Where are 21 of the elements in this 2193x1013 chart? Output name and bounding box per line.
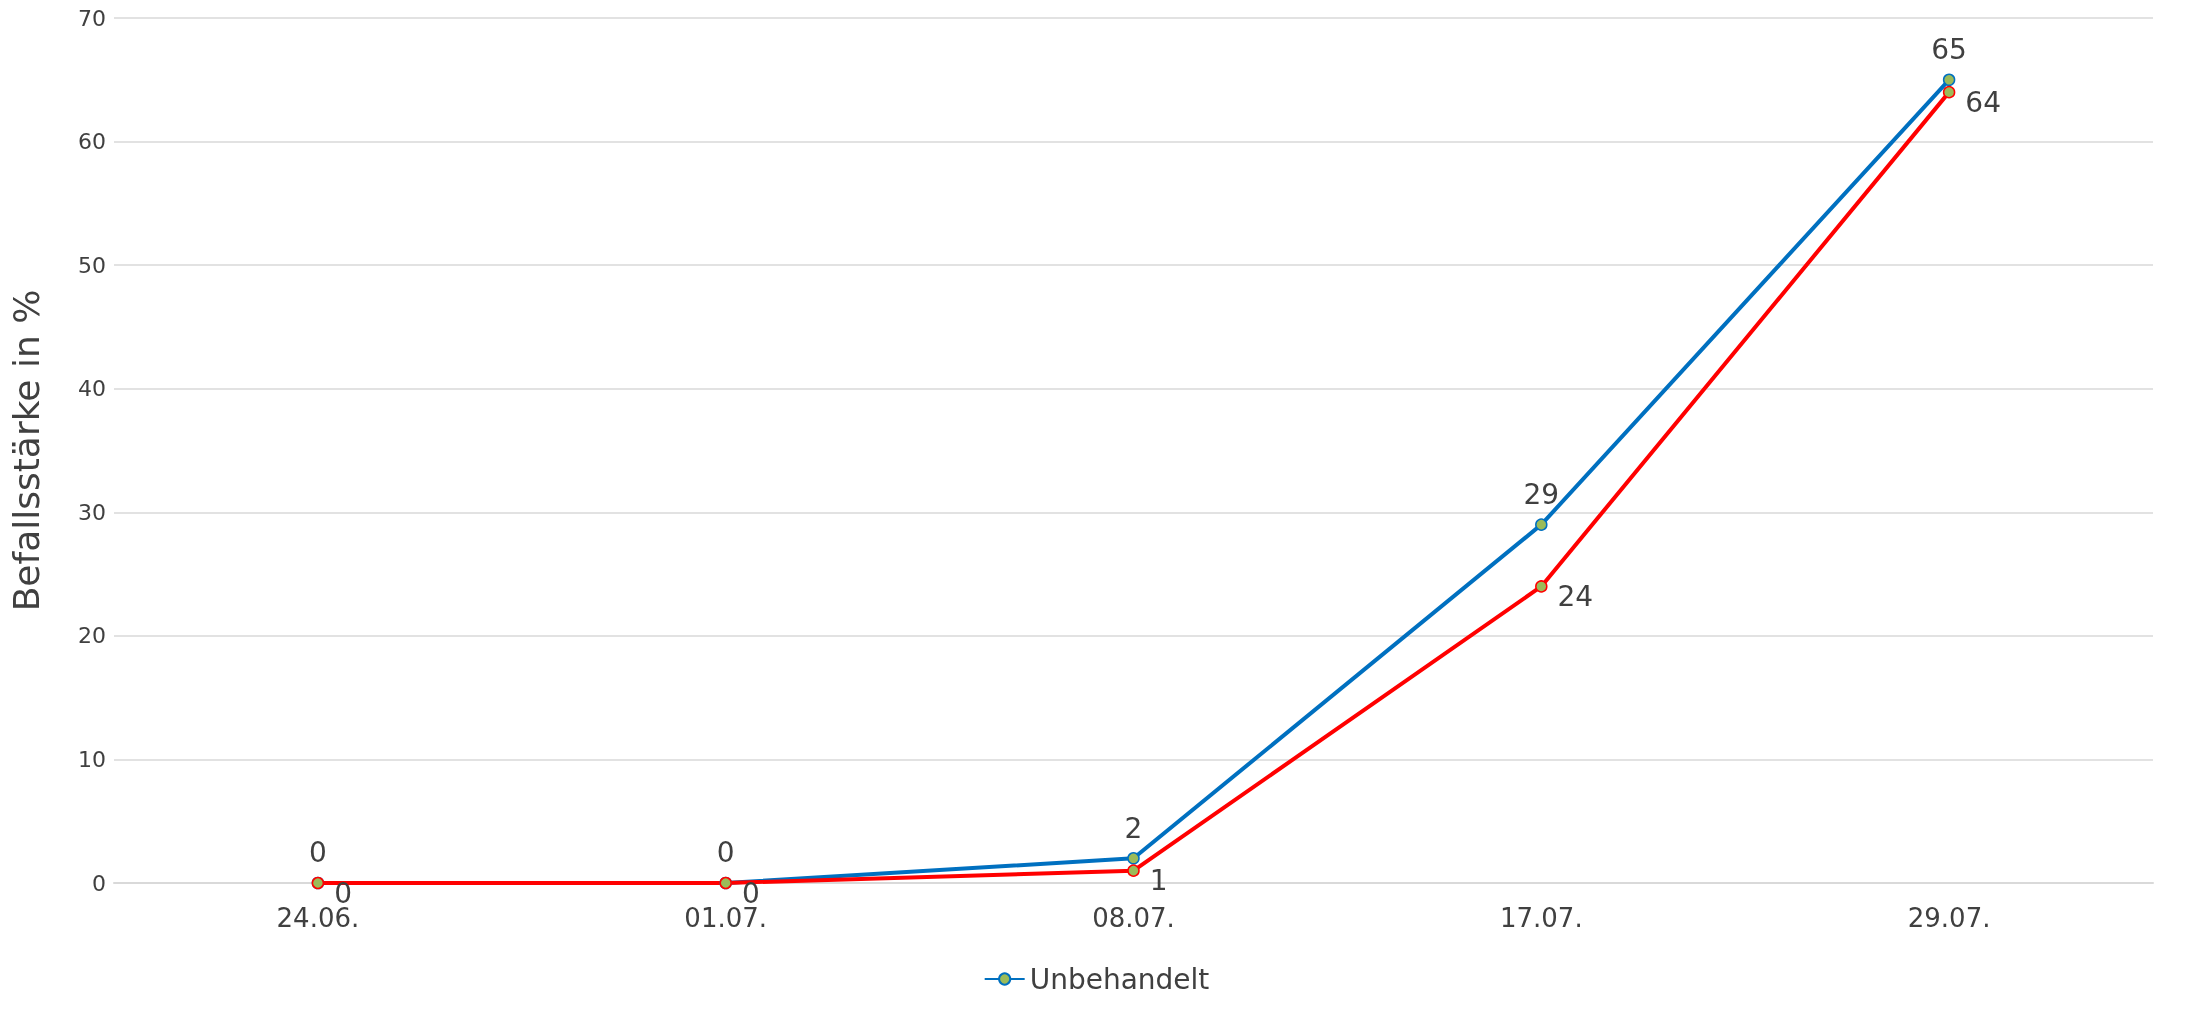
data-label: 0 [716, 836, 735, 870]
data-label: 64 [1965, 85, 2001, 119]
y-tick-label: 0 [92, 870, 106, 896]
y-tick-label: 50 [78, 252, 106, 278]
data-label: 2 [1124, 811, 1143, 845]
y-tick-label: 30 [78, 499, 106, 525]
x-tick-label: 08.07. [1092, 903, 1175, 933]
data-label: 29 [1523, 477, 1560, 511]
y-axis-title: Befallsstärke in % [5, 289, 47, 612]
data-label: 1 [1149, 864, 1168, 898]
data-label: 65 [1931, 33, 1967, 67]
data-label: 24 [1557, 579, 1594, 613]
y-tick-label: 20 [78, 623, 106, 649]
data-label: 0 [308, 836, 327, 870]
y-tick-label: 70 [78, 5, 106, 31]
legend-label: Unbehandelt [1029, 962, 1210, 996]
y-tick-label: 10 [78, 746, 106, 772]
x-tick-label: 29.07. [1907, 903, 1991, 933]
y-tick-label: 40 [78, 376, 106, 402]
x-tick-label: 17.07. [1499, 903, 1583, 933]
y-tick-label: 60 [78, 129, 106, 155]
